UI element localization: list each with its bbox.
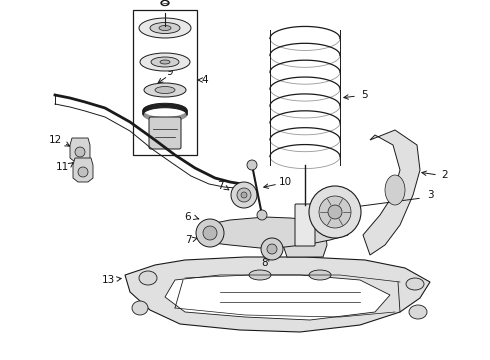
Circle shape: [247, 160, 257, 170]
Ellipse shape: [144, 83, 186, 97]
Ellipse shape: [139, 18, 191, 38]
Text: 8: 8: [262, 258, 269, 268]
Bar: [133, 10, 197, 155]
Polygon shape: [283, 230, 327, 257]
Text: 7: 7: [217, 181, 223, 191]
Circle shape: [257, 210, 267, 220]
Ellipse shape: [139, 271, 157, 285]
Circle shape: [328, 205, 342, 219]
Text: 6: 6: [185, 212, 191, 222]
Polygon shape: [125, 257, 430, 332]
Ellipse shape: [159, 26, 171, 31]
Text: 5: 5: [362, 90, 368, 100]
Text: 9: 9: [167, 67, 173, 77]
Text: 2: 2: [441, 170, 448, 180]
Circle shape: [75, 147, 85, 157]
Ellipse shape: [150, 23, 180, 33]
Ellipse shape: [249, 270, 271, 280]
Ellipse shape: [409, 305, 427, 319]
Ellipse shape: [151, 57, 179, 67]
Ellipse shape: [309, 270, 331, 280]
Text: 10: 10: [278, 177, 292, 187]
Ellipse shape: [385, 175, 405, 205]
Polygon shape: [70, 138, 90, 162]
Text: 13: 13: [101, 275, 115, 285]
Circle shape: [309, 186, 361, 238]
Circle shape: [241, 192, 247, 198]
Polygon shape: [363, 130, 420, 255]
Polygon shape: [73, 158, 93, 182]
Ellipse shape: [160, 60, 170, 64]
Ellipse shape: [140, 53, 190, 71]
Ellipse shape: [161, 0, 169, 5]
Circle shape: [267, 244, 277, 254]
Ellipse shape: [406, 278, 424, 290]
Text: 7: 7: [185, 235, 191, 245]
Circle shape: [203, 226, 217, 240]
Text: 11: 11: [55, 162, 69, 172]
Polygon shape: [165, 275, 390, 320]
Ellipse shape: [155, 86, 175, 94]
Text: 4: 4: [202, 75, 208, 85]
Ellipse shape: [132, 301, 148, 315]
Text: 1: 1: [312, 200, 318, 210]
Circle shape: [319, 196, 351, 228]
FancyBboxPatch shape: [295, 204, 315, 246]
FancyBboxPatch shape: [149, 117, 181, 149]
Text: 3: 3: [427, 190, 433, 200]
Circle shape: [231, 182, 257, 208]
Ellipse shape: [163, 2, 167, 4]
Polygon shape: [205, 217, 348, 248]
Text: 12: 12: [49, 135, 62, 145]
Circle shape: [78, 167, 88, 177]
Circle shape: [237, 188, 251, 202]
Circle shape: [261, 238, 283, 260]
Circle shape: [196, 219, 224, 247]
